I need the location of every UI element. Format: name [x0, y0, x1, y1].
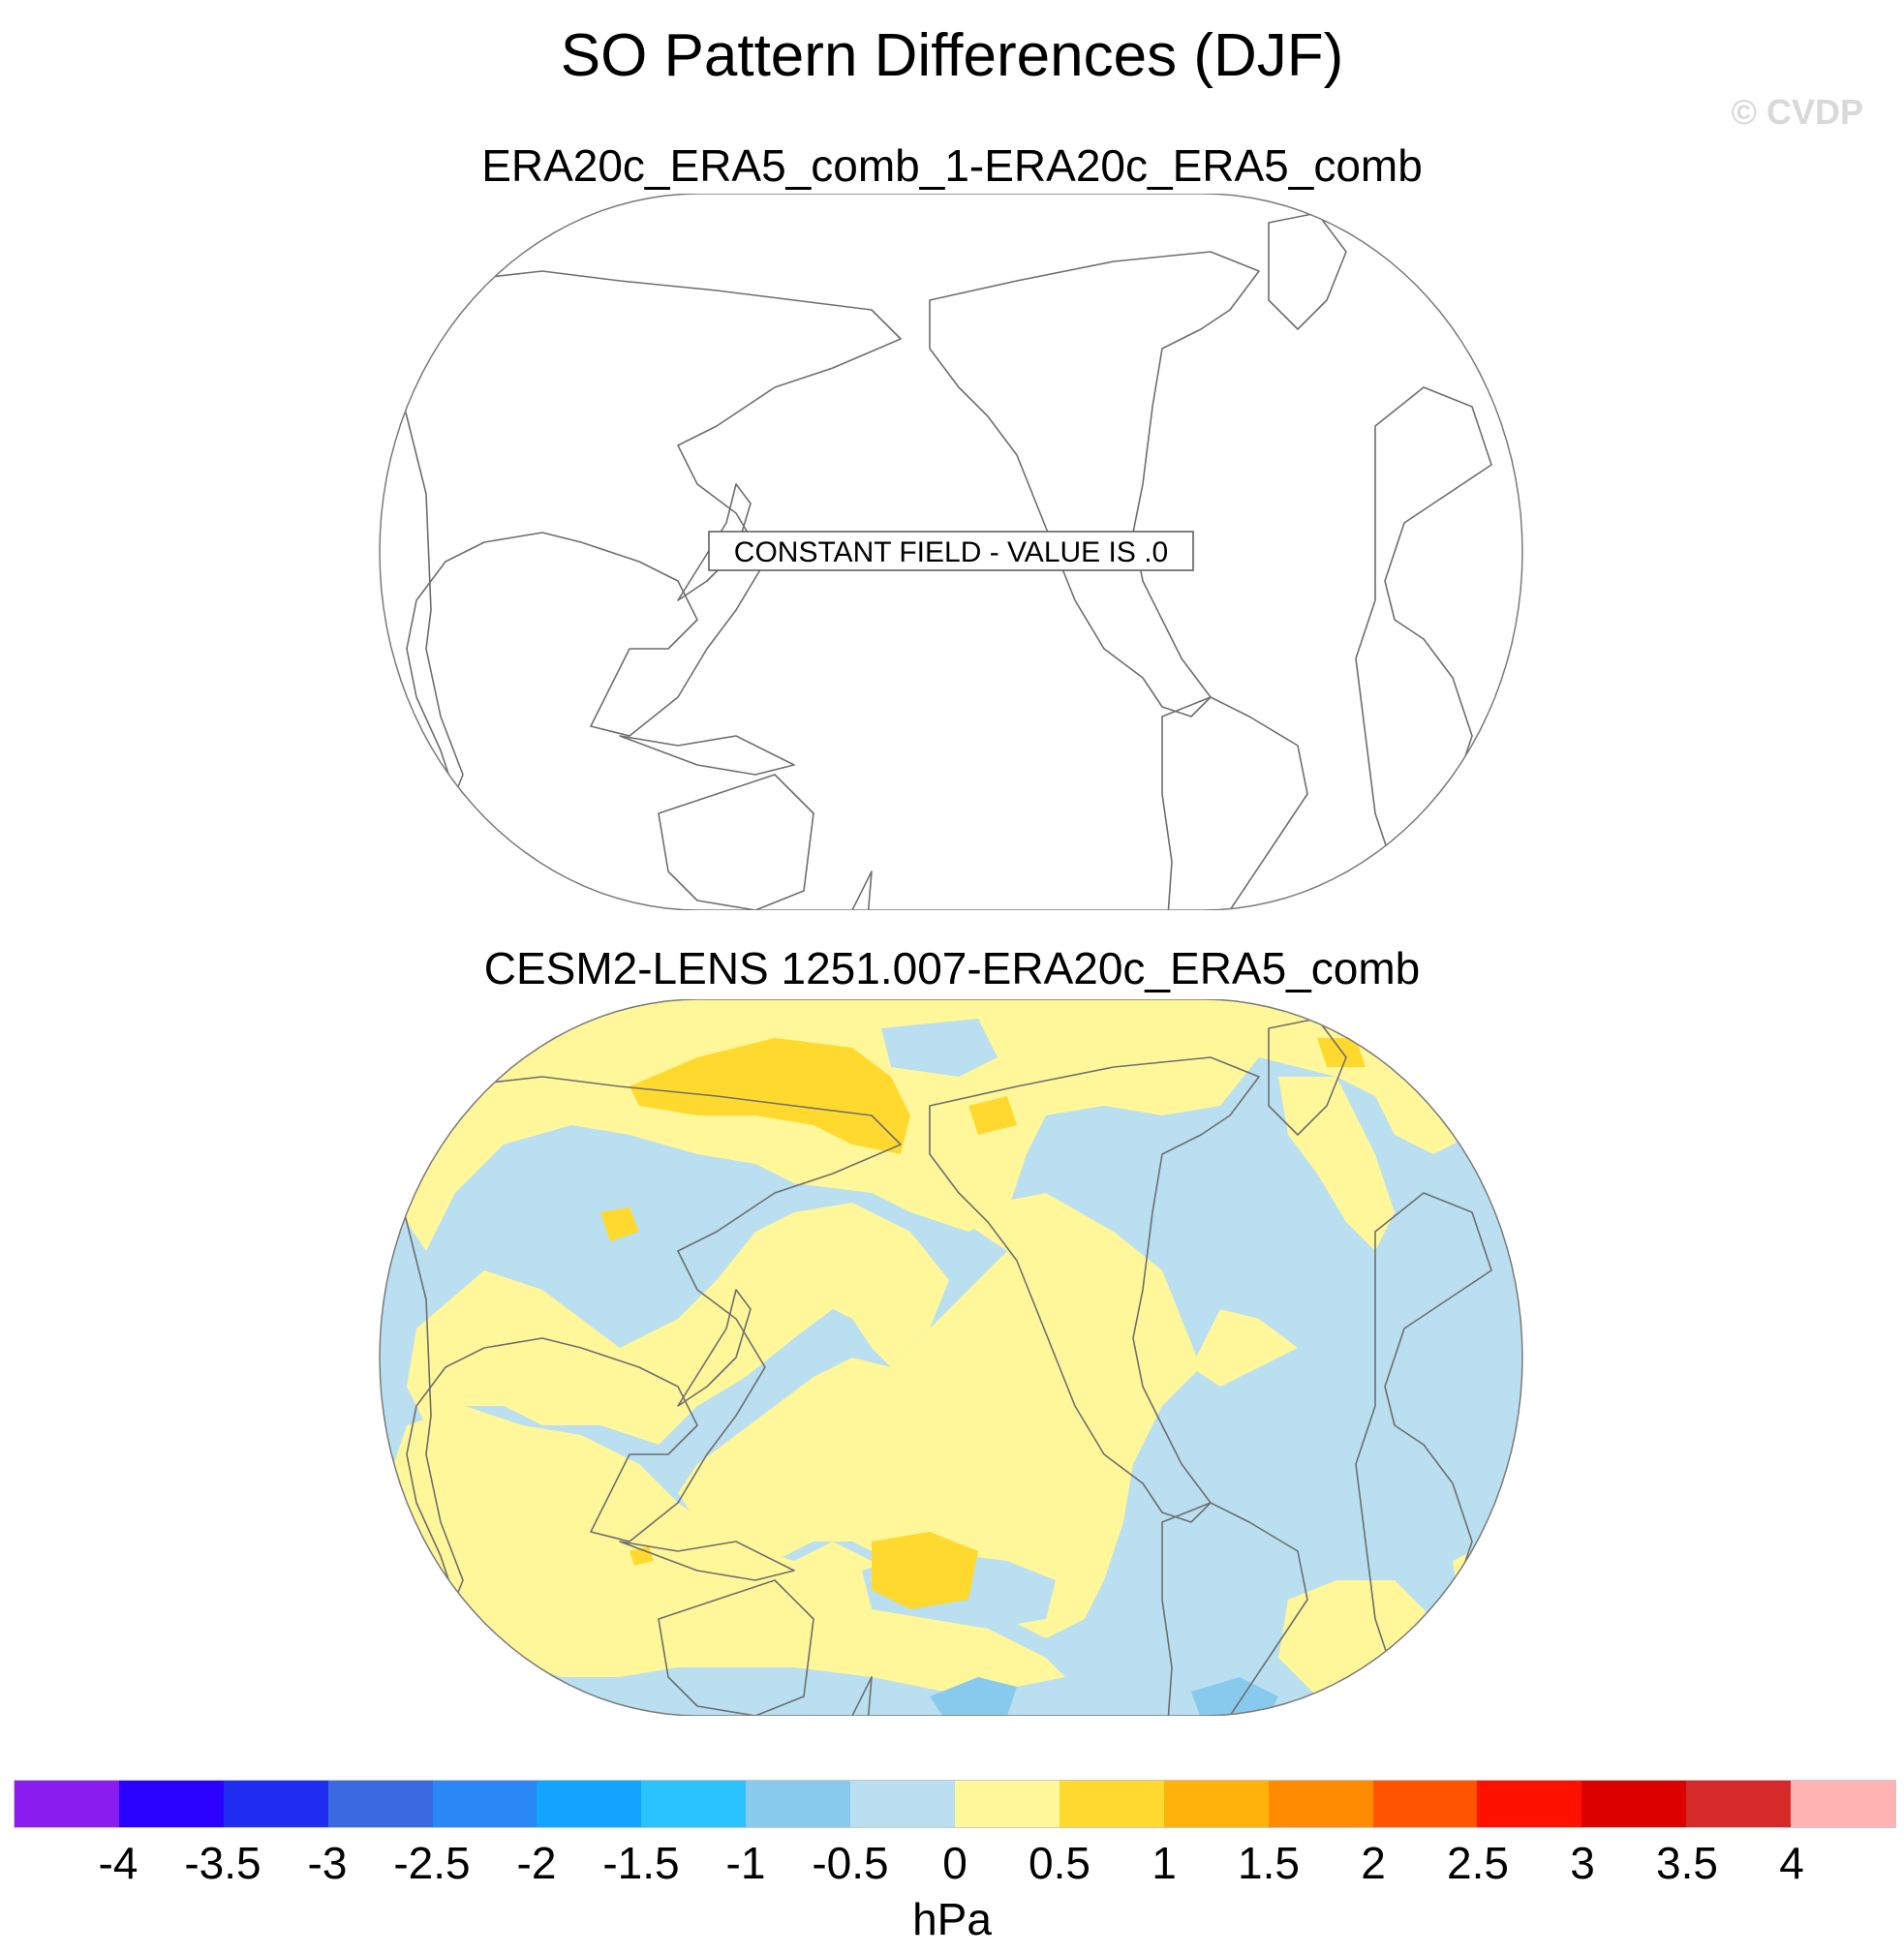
- coast-north-america: [929, 251, 1260, 717]
- colorbar-box: [850, 1781, 956, 1827]
- colorbar-units: hPa: [912, 1894, 992, 1944]
- colorbar-tick-label: 1.5: [1238, 1838, 1300, 1888]
- colorbar-tick-label: 3.5: [1656, 1838, 1718, 1888]
- colorbar-box: [1686, 1781, 1792, 1827]
- colorbar-tick-label: -1: [725, 1838, 766, 1888]
- region-south-pacific-strong-pos: [872, 1532, 978, 1609]
- coast-asia: [386, 270, 902, 795]
- region-arctic-neg: [881, 1019, 998, 1077]
- coast-europe-africa: [1355, 386, 1492, 872]
- colorbar-box: [432, 1781, 537, 1827]
- region-indian-ocean-pos: [387, 1406, 1065, 1696]
- region-alaska-strong-pos: [968, 1096, 1017, 1135]
- map-2-outline: [379, 999, 1523, 1716]
- coast-australia: [658, 774, 814, 910]
- colorbar-box: [327, 1781, 433, 1827]
- panel-2-title: CESM2-LENS 1251.007-ERA20c_ERA5_comb: [483, 943, 1421, 993]
- colorbar-box: [1582, 1781, 1687, 1827]
- region-south-america-pos: [1191, 1309, 1298, 1387]
- colorbar-tick-label: -3.5: [184, 1838, 261, 1888]
- colorbar-box: [746, 1781, 851, 1827]
- coast-new-zealand: [851, 870, 873, 910]
- coast-south-america: [1161, 696, 1308, 910]
- colorbar-box: [1477, 1781, 1582, 1827]
- map-2-coastlines: [386, 1018, 1492, 1716]
- coast-indonesia: [619, 735, 795, 776]
- colorbar-tick-label: 1: [1152, 1838, 1177, 1888]
- cvdp-watermark: © CVDP: [1731, 92, 1863, 132]
- region-pacific-pos: [678, 1193, 1201, 1638]
- colorbar-box: [1163, 1781, 1269, 1827]
- region-north-pacific-pos: [380, 999, 1511, 1251]
- colorbar-tick-label: -2: [516, 1838, 557, 1888]
- colorbar-tick-label: 2.5: [1447, 1838, 1509, 1888]
- colorbar-tick-label: 0: [942, 1838, 967, 1888]
- colorbar: -4 -3.5 -3 -2.5 -2 -1.5 -1 -0.5 0 0.5 1 1.5 2 2.5 3 3.5…: [0, 1780, 1904, 1954]
- panel-2-map: [379, 999, 1523, 1716]
- colorbar-box: [1059, 1781, 1164, 1827]
- colorbar-tick-label: 0.5: [1029, 1838, 1090, 1888]
- colorbar-box: [1791, 1781, 1896, 1827]
- colorbar-tick-label: -4: [98, 1838, 138, 1888]
- colorbar-tick-label: -0.5: [812, 1838, 889, 1888]
- region-atlantic-pos: [1278, 1077, 1395, 1251]
- colorbar-tick-label: -3: [307, 1838, 348, 1888]
- colorbar-tick-label: -1.5: [602, 1838, 680, 1888]
- colorbar-tick-label: -2.5: [393, 1838, 471, 1888]
- panel-1-map: CONSTANT FIELD - VALUE IS .0: [379, 194, 1523, 910]
- region-southern-ocean-neg-1: [930, 1677, 1017, 1716]
- colorbar-strip: [14, 1780, 1896, 1828]
- constant-field-label: CONSTANT FIELD - VALUE IS .0: [708, 531, 1194, 571]
- svg-text:CONSTANT FIELD - VALUE IS .0: CONSTANT FIELD - VALUE IS .0: [734, 536, 1168, 568]
- colorbar-box: [118, 1781, 224, 1827]
- colorbar-tick-label: 4: [1779, 1838, 1804, 1888]
- figure-title: SO Pattern Differences (DJF): [560, 22, 1344, 89]
- colorbar-box: [15, 1781, 119, 1827]
- region-central-asia-strong-pos: [600, 1207, 639, 1241]
- region-north-america-neg: [1007, 1135, 1336, 1319]
- coast-japan: [677, 483, 752, 601]
- colorbar-tick-label: 2: [1361, 1838, 1386, 1888]
- map-2-fill: [380, 999, 1522, 1716]
- region-southern-ocean-neg-2: [1191, 1677, 1278, 1716]
- colorbar-tick-label: 3: [1570, 1838, 1595, 1888]
- map-1-outline: [379, 194, 1523, 910]
- map-1-coastlines: [386, 212, 1492, 910]
- region-greenland-strong-pos: [1317, 1038, 1366, 1067]
- colorbar-box: [641, 1781, 747, 1827]
- colorbar-box: [1268, 1781, 1373, 1827]
- colorbar-box: [537, 1781, 642, 1827]
- region-tropical-pos: [407, 1203, 949, 1445]
- region-siberia-strong-pos: [630, 1038, 910, 1154]
- colorbar-box: [955, 1781, 1059, 1827]
- colorbar-box: [223, 1781, 328, 1827]
- colorbar-box: [1372, 1781, 1478, 1827]
- panel-1-title: ERA20c_ERA5_comb_1-ERA20c_ERA5_comb: [481, 140, 1423, 191]
